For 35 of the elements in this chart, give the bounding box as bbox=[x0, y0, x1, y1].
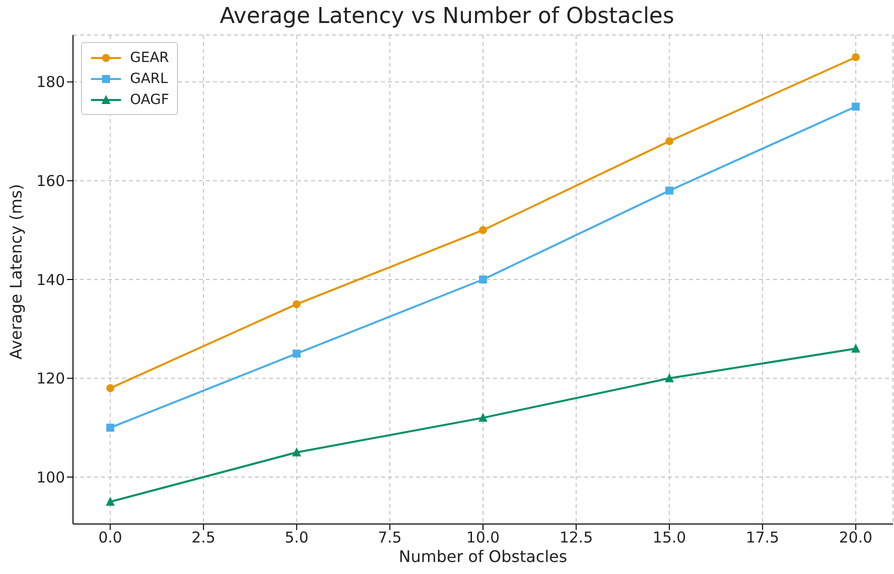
chart-title: Average Latency vs Number of Obstacles bbox=[218, 4, 676, 29]
y-tick-label: 180 bbox=[36, 73, 65, 92]
y-axis-title: Average Latency (ms) bbox=[6, 184, 26, 360]
x-tick-label: 2.5 bbox=[192, 528, 216, 547]
x-axis-title: Number of Obstacles bbox=[398, 547, 568, 566]
point bbox=[852, 53, 860, 62]
point bbox=[665, 186, 674, 195]
point bbox=[106, 496, 115, 506]
point bbox=[478, 412, 488, 422]
y-tick-label: 140 bbox=[36, 270, 65, 289]
point bbox=[292, 447, 302, 456]
x-tick-label: 5.0 bbox=[284, 528, 309, 547]
y-tick-label: 100 bbox=[36, 468, 65, 486]
point bbox=[851, 344, 860, 353]
legend-label: GEAR bbox=[130, 50, 169, 66]
point bbox=[292, 350, 301, 358]
point bbox=[665, 137, 674, 146]
x-tick-label: 15.0 bbox=[652, 528, 686, 547]
legend-label: OAGF bbox=[130, 92, 170, 108]
x-tick-label: 7.5 bbox=[378, 528, 402, 547]
point bbox=[479, 276, 487, 284]
x-tick-label: 17.5 bbox=[746, 528, 780, 547]
x-tick-label: 12.5 bbox=[559, 528, 593, 547]
point bbox=[292, 300, 301, 308]
point bbox=[479, 226, 487, 234]
point bbox=[664, 373, 674, 382]
y-tick-label: 120 bbox=[36, 370, 65, 388]
x-tick-label: 20.0 bbox=[839, 528, 872, 547]
y-tick-label: 160 bbox=[36, 172, 65, 190]
point bbox=[106, 384, 114, 392]
x-tick-label: 0.0 bbox=[98, 528, 122, 547]
x-tick-label: 10.0 bbox=[466, 528, 500, 547]
point bbox=[106, 424, 114, 432]
legend-label: GARL bbox=[130, 70, 168, 86]
point bbox=[852, 102, 860, 111]
